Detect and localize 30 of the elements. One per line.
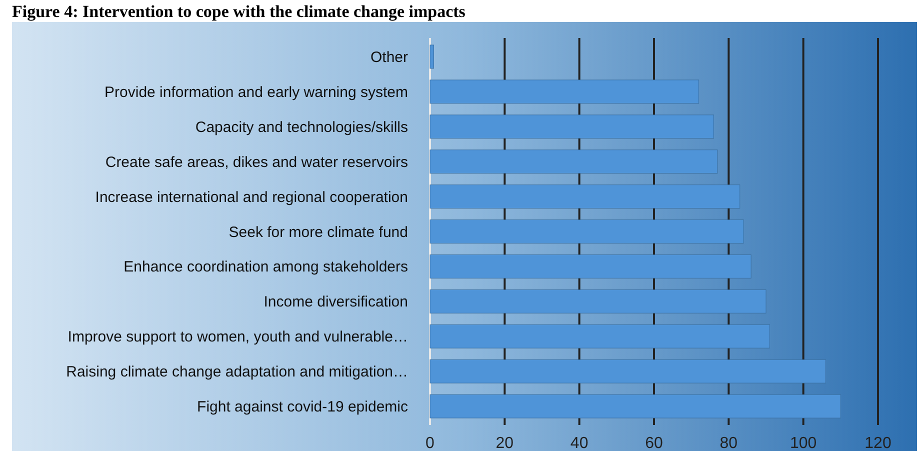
text: Figure 4: Intervention to cope with the climate change impacts: [12, 2, 466, 21]
y-tick-label: Capacity and technologies/skills: [195, 118, 408, 136]
y-tick-label: Other: [370, 48, 408, 66]
x-tick-label: 100: [790, 435, 817, 451]
y-tick-label: Improve support to women, youth and vulnerable…: [68, 328, 408, 346]
x-tick-label: 120: [864, 435, 892, 451]
y-tick-label: Seek for more climate fund: [228, 224, 408, 241]
bar: [430, 220, 744, 244]
y-tick-label: Enhance coordination among stakeholders: [124, 258, 408, 276]
bar: [430, 359, 826, 384]
x-tick-label: 0: [426, 435, 435, 451]
x-tick-label: 80: [720, 435, 738, 451]
bar: [430, 184, 740, 208]
bar: [430, 324, 770, 348]
y-tick-label: Raising climate change adaptation and mitigation…: [66, 364, 408, 381]
bar: [430, 254, 752, 278]
bar: [430, 289, 766, 314]
bar: [430, 44, 434, 69]
bar: [430, 114, 714, 139]
y-tick-label: Increase international and regional cooperation: [95, 188, 408, 206]
bar: [430, 394, 841, 418]
bar: [430, 150, 718, 174]
x-tick-label: 60: [645, 435, 663, 451]
y-tick-label: Create safe areas, dikes and water reservoirs: [105, 154, 408, 171]
x-tick-label: 20: [496, 435, 514, 451]
x-tick-label: 40: [570, 435, 588, 451]
y-tick-label: Fight against covid-19 epidemic: [197, 398, 408, 416]
y-tick-label: Provide information and early warning system: [104, 84, 408, 101]
bar: [430, 80, 700, 104]
y-tick-label: Income diversification: [264, 294, 408, 311]
